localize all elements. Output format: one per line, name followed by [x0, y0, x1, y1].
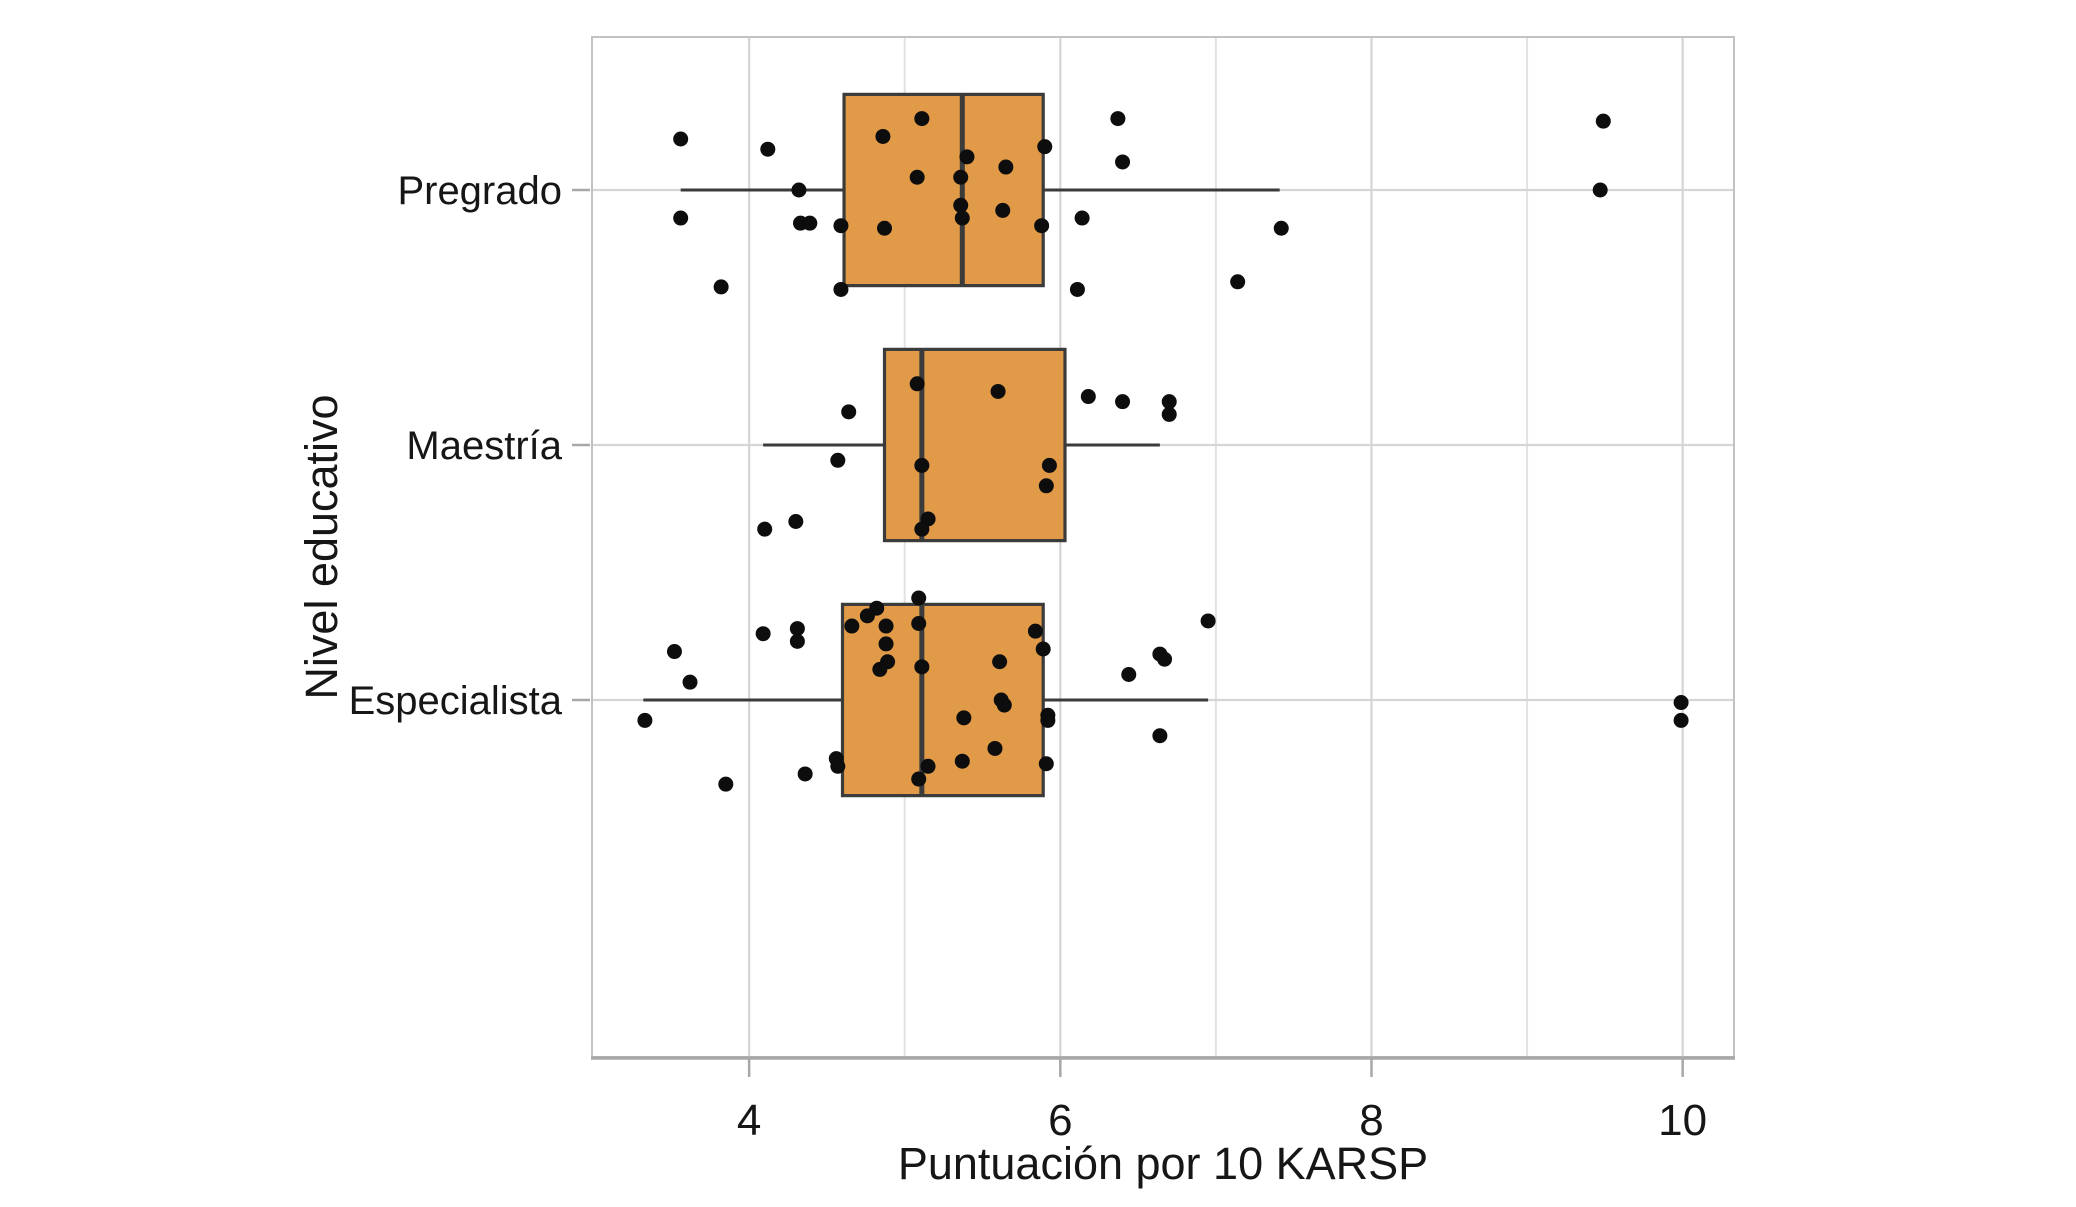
- jitter-point-especialista: [1157, 651, 1173, 667]
- jitter-point-especialista: [844, 618, 860, 634]
- jitter-point-especialista: [992, 654, 1008, 670]
- jitter-point-pregrado: [833, 218, 849, 234]
- jitter-point-especialista: [666, 644, 682, 660]
- box-maestria: [882, 347, 1067, 543]
- jitter-point-maestria: [990, 383, 1006, 399]
- jitter-point-maestria: [830, 452, 846, 468]
- jitter-point-maestria: [1080, 389, 1096, 405]
- jitter-point-pregrado: [1110, 111, 1126, 127]
- jitter-point-pregrado: [998, 159, 1014, 175]
- jitter-point-maestria: [914, 521, 930, 537]
- jitter-point-especialista: [878, 618, 894, 634]
- jitter-point-especialista: [911, 616, 927, 631]
- jitter-point-especialista: [789, 621, 805, 637]
- jitter-point-maestria: [1161, 406, 1177, 422]
- jitter-point-pregrado: [673, 131, 689, 147]
- jitter-point-especialista: [911, 771, 927, 787]
- jitter-point-pregrado: [713, 279, 729, 295]
- box-especialista: [840, 602, 1045, 798]
- jitter-point-maestria: [757, 521, 773, 537]
- x-tick-label-8: 8: [1359, 1096, 1383, 1145]
- jitter-point-especialista: [914, 659, 930, 675]
- jitter-point-maestria: [914, 457, 930, 473]
- jitter-point-pregrado: [1034, 218, 1050, 234]
- jitter-point-especialista: [1121, 667, 1137, 682]
- jitter-point-pregrado: [954, 210, 970, 226]
- jitter-point-pregrado: [802, 215, 818, 231]
- jitter-point-pregrado: [1069, 281, 1085, 297]
- jitter-point-pregrado: [1115, 154, 1131, 170]
- plot-panel: [592, 37, 1734, 1057]
- jitter-point-especialista: [1200, 613, 1216, 629]
- jitter-point-especialista: [1038, 756, 1054, 772]
- jitter-point-pregrado: [791, 182, 807, 198]
- jitter-point-especialista: [996, 697, 1012, 713]
- jitter-point-especialista: [755, 626, 771, 642]
- jitter-point-especialista: [956, 710, 972, 726]
- jitter-point-especialista: [1673, 712, 1689, 728]
- jitter-point-especialista: [911, 590, 927, 606]
- jitter-point-especialista: [797, 766, 813, 782]
- jitter-point-especialista: [718, 776, 734, 792]
- jitter-point-maestria: [909, 376, 925, 392]
- jitter-point-maestria: [1041, 457, 1057, 473]
- x-tick-label-4: 4: [737, 1096, 761, 1145]
- jitter-point-pregrado: [875, 128, 891, 144]
- x-tick-label-10: 10: [1658, 1096, 1707, 1145]
- jitter-point-pregrado: [760, 141, 776, 157]
- jitter-point-pregrado: [953, 197, 969, 213]
- jitter-point-especialista: [878, 636, 894, 652]
- jitter-point-pregrado: [1595, 113, 1611, 129]
- jitter-point-especialista: [830, 758, 846, 774]
- jitter-point-maestria: [1038, 478, 1054, 494]
- jitter-point-pregrado: [1037, 139, 1053, 155]
- jitter-point-pregrado: [1074, 210, 1090, 226]
- y-axis-title: Nivel educativo: [296, 394, 347, 700]
- jitter-point-especialista: [1040, 712, 1056, 728]
- jitter-point-pregrado: [959, 149, 975, 165]
- jitter-point-pregrado: [877, 220, 893, 236]
- jitter-point-maestria: [1161, 394, 1177, 410]
- x-tick-label-6: 6: [1048, 1096, 1072, 1145]
- jitter-point-especialista: [920, 758, 936, 774]
- jitter-point-especialista: [1035, 641, 1051, 657]
- jitter-point-maestria: [1115, 394, 1131, 410]
- jitter-point-especialista: [1673, 695, 1689, 711]
- jitter-point-especialista: [789, 633, 805, 649]
- jitter-point-especialista: [872, 661, 888, 677]
- category-label-especialista: Especialista: [349, 679, 563, 723]
- jitter-point-especialista: [987, 740, 1003, 756]
- jitter-point-pregrado: [833, 281, 849, 297]
- jitter-point-especialista: [637, 712, 653, 728]
- jitter-point-pregrado: [953, 169, 969, 185]
- category-label-maestria: Maestría: [406, 424, 562, 468]
- jitter-point-pregrado: [673, 210, 689, 226]
- jitter-point-pregrado: [995, 202, 1011, 218]
- jitter-point-pregrado: [914, 111, 930, 127]
- jitter-point-pregrado: [1592, 182, 1608, 198]
- jitter-point-pregrado: [1230, 274, 1246, 290]
- jitter-point-especialista: [1152, 728, 1168, 744]
- jitter-point-pregrado: [1273, 220, 1289, 236]
- jitter-point-maestria: [841, 404, 857, 420]
- jitter-point-maestria: [788, 514, 804, 529]
- jitter-point-especialista: [954, 753, 970, 769]
- category-label-pregrado: Pregrado: [397, 169, 562, 213]
- jitter-point-especialista: [859, 608, 875, 624]
- x-axis-title: Puntuación por 10 KARSP: [897, 1138, 1429, 1189]
- jitter-point-pregrado: [909, 169, 925, 185]
- box-pregrado: [842, 92, 1045, 288]
- jitter-point-especialista: [1027, 623, 1043, 639]
- jitter-point-especialista: [682, 674, 698, 690]
